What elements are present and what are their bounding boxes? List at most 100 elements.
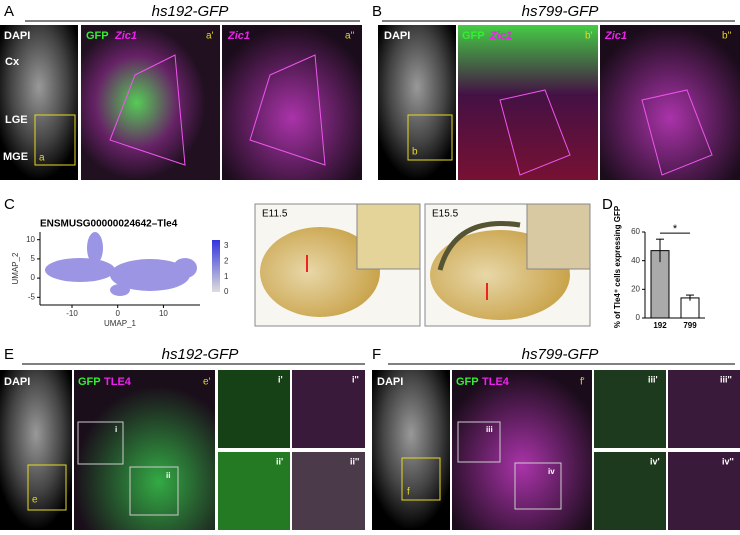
- label: Cx: [5, 56, 20, 68]
- zoom-inset: [526, 203, 591, 270]
- panel-letter: C: [4, 196, 15, 213]
- label: e': [203, 377, 211, 388]
- dapi-image: [0, 370, 72, 530]
- zoom-image: [218, 370, 290, 448]
- label: Zic1: [489, 30, 512, 42]
- zoom-image: [594, 452, 666, 530]
- panel-title: hs192-GFP: [152, 3, 229, 20]
- zic-image: [600, 25, 740, 180]
- umap-title: ENSMUSG00000024642–Tle4: [40, 219, 178, 230]
- panel-letter: D: [602, 196, 613, 213]
- zoom-image: [292, 452, 365, 530]
- label: LGE: [5, 114, 28, 126]
- label: iv'': [722, 456, 734, 466]
- label: iii': [648, 374, 658, 384]
- label: DAPI: [4, 376, 30, 388]
- colorbar-label: 2: [224, 257, 229, 266]
- panel-title: hs799-GFP: [522, 346, 599, 363]
- label: a: [39, 153, 45, 164]
- dapi-image: [0, 25, 78, 180]
- label: DAPI: [4, 30, 30, 42]
- y-tick-label: 40: [631, 256, 640, 265]
- label: b': [585, 31, 593, 42]
- zic-image: [222, 25, 362, 180]
- label: ii': [276, 456, 283, 466]
- colorbar-label: 3: [224, 241, 229, 250]
- inset-box: [514, 462, 562, 510]
- label: f: [407, 487, 410, 498]
- outline: [109, 54, 186, 166]
- panel-letter: E: [4, 346, 14, 363]
- dapi-image: [378, 25, 456, 180]
- outline: [499, 89, 571, 176]
- y-tick-label: 0: [31, 273, 36, 282]
- label: i'': [352, 374, 359, 384]
- y-axis-label: UMAP_2: [11, 252, 20, 285]
- label: GFP: [462, 30, 485, 42]
- x-tick-label: 799: [683, 321, 697, 330]
- umap-cloud: [45, 232, 197, 296]
- label: E11.5: [262, 209, 288, 220]
- colorbar-label: 0: [224, 287, 229, 296]
- tissue: [260, 227, 380, 317]
- y-tick-label: 10: [26, 235, 35, 244]
- label: Zic1: [227, 30, 250, 42]
- inset-box: [401, 457, 441, 501]
- y-tick-label: 0: [636, 313, 641, 322]
- label: GFP: [456, 376, 479, 388]
- x-axis-label: UMAP_1: [104, 319, 137, 328]
- label: e: [32, 495, 38, 506]
- x-tick-label: 10: [159, 309, 168, 318]
- inset-box: [27, 464, 67, 511]
- inset-box: [77, 421, 124, 465]
- panel-title: hs799-GFP: [522, 3, 599, 20]
- label: iv': [650, 456, 660, 466]
- label: Zic1: [604, 30, 627, 42]
- dapi-image: [372, 370, 450, 530]
- panel-title: hs192-GFP: [162, 346, 239, 363]
- significance: *: [673, 223, 678, 235]
- y-tick-label: 20: [631, 284, 640, 293]
- colorbar: [212, 240, 220, 292]
- gfp-image: [81, 25, 220, 180]
- colorbar-label: 1: [224, 272, 229, 281]
- y-tick-label: -5: [28, 292, 36, 301]
- bar: [680, 297, 700, 319]
- zoom-image: [218, 452, 290, 530]
- label: TLE4: [482, 376, 510, 388]
- gfp-image: [458, 25, 598, 180]
- gfp-tle4-image: [452, 370, 592, 530]
- panel-letter: B: [372, 3, 382, 20]
- label: TLE4: [104, 376, 132, 388]
- panel-letter: A: [4, 3, 14, 20]
- outline: [641, 89, 713, 176]
- y-axis-label: % of Tle4⁺ cells expressing GFP: [613, 205, 622, 328]
- label: GFP: [78, 376, 101, 388]
- label: a': [206, 31, 214, 42]
- label: iii'': [720, 374, 732, 384]
- label: GFP: [86, 30, 109, 42]
- label: b'': [722, 31, 731, 42]
- label: f': [580, 377, 585, 388]
- zoom-image: [668, 370, 740, 448]
- label: ii: [166, 471, 170, 480]
- label: MGE: [3, 151, 28, 163]
- inset-box: [129, 466, 179, 516]
- label: DAPI: [377, 376, 403, 388]
- outline: [249, 54, 326, 166]
- label: a'': [345, 31, 354, 42]
- label: b: [412, 147, 418, 158]
- x-tick-label: 192: [653, 321, 667, 330]
- x-tick-label: 0: [115, 309, 120, 318]
- inset-box: [457, 421, 501, 463]
- inset-box: [34, 114, 76, 166]
- label: E15.5: [432, 209, 459, 220]
- cortex: [437, 221, 521, 271]
- label: ii'': [350, 456, 359, 466]
- label: Zic1: [114, 30, 137, 42]
- label: i': [278, 374, 283, 384]
- label: iv: [548, 467, 555, 476]
- inset-box: [407, 114, 453, 161]
- zoom-image: [668, 452, 740, 530]
